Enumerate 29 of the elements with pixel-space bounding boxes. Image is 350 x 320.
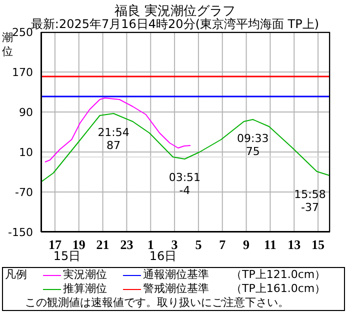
legend-label: 警戒潮位基準 （TP上161.0cm） xyxy=(143,282,326,296)
y-axis-title: 潮位 xyxy=(2,31,13,59)
text: この観測値は速報値です。取り扱いにご注意下さい。 xyxy=(25,296,289,310)
legend-label: 推算潮位 xyxy=(63,282,107,296)
y-tick-label: 170 xyxy=(12,66,33,79)
y-tick-label: 10 xyxy=(19,146,33,159)
y-tick-label: -70 xyxy=(15,186,33,199)
legend-label: 実況潮位 xyxy=(63,268,107,282)
x-tick-label: 15 xyxy=(312,237,326,252)
annotation: 09:33 75 xyxy=(236,132,270,158)
annotation: 21:54 87 xyxy=(96,126,130,152)
annotation: 03:51 -4 xyxy=(168,171,202,197)
y-tick-label: -150 xyxy=(8,226,33,239)
y-tick-label: 250 xyxy=(12,26,33,39)
line-series xyxy=(44,98,191,162)
x-tick-label: 7 xyxy=(219,237,226,252)
x-tick-label: 21 xyxy=(96,237,110,252)
legend-label: 通報潮位基準 （TP上121.0cm） xyxy=(143,268,326,282)
x-tick-label: 23 xyxy=(120,237,134,252)
chart-subtitle: 最新:2025年7月16日4時20分(東京湾平均海面 TP上) xyxy=(30,17,320,31)
x-tick-label: 5 xyxy=(195,237,202,252)
x-tick-label: 9 xyxy=(243,237,250,252)
y-tick-label: 90 xyxy=(19,106,33,119)
annotation: 15:58 -37 xyxy=(293,188,327,214)
x-tick-label: 11 xyxy=(264,237,276,252)
legend-title: 凡例 xyxy=(5,268,27,282)
chart-title: 福良 実況潮位グラフ xyxy=(114,3,236,19)
x-tick-label: 13 xyxy=(288,237,302,252)
line-series xyxy=(41,113,330,182)
